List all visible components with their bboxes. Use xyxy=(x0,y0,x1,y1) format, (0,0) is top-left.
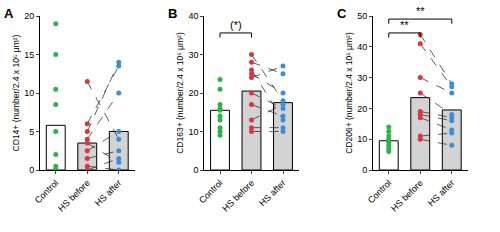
svg-text:20: 20 xyxy=(188,88,198,98)
svg-text:20: 20 xyxy=(24,11,34,21)
svg-text:40: 40 xyxy=(357,42,367,52)
svg-text:50: 50 xyxy=(357,11,367,21)
svg-text:HS after: HS after xyxy=(257,178,287,208)
svg-text:15: 15 xyxy=(24,50,34,60)
svg-text:10: 10 xyxy=(24,88,34,98)
svg-text:20: 20 xyxy=(357,104,367,114)
svg-text:**: ** xyxy=(400,19,409,31)
svg-text:Control: Control xyxy=(33,178,61,206)
svg-text:HS before: HS before xyxy=(56,178,92,214)
svg-text:0: 0 xyxy=(29,165,34,175)
svg-text:Control: Control xyxy=(197,178,225,206)
svg-text:HS before: HS before xyxy=(220,178,256,214)
svg-text:10: 10 xyxy=(188,127,198,137)
svg-text:A: A xyxy=(4,6,14,21)
svg-text:CD14+ (number/2.4 x 10⁵ μm²): CD14+ (number/2.4 x 10⁵ μm²) xyxy=(11,34,21,151)
svg-text:HS after: HS after xyxy=(426,178,456,208)
svg-text:HS before: HS before xyxy=(389,178,425,214)
svg-text:CD206+ (number/2.4 x 10⁵ μm²): CD206+ (number/2.4 x 10⁵ μm²) xyxy=(344,32,354,154)
svg-text:(*): (*) xyxy=(230,19,242,31)
svg-text:5: 5 xyxy=(29,127,34,137)
svg-text:40: 40 xyxy=(188,11,198,21)
svg-text:C: C xyxy=(337,6,347,21)
svg-text:**: ** xyxy=(416,5,425,17)
svg-text:10: 10 xyxy=(357,134,367,144)
svg-text:30: 30 xyxy=(188,50,198,60)
svg-text:30: 30 xyxy=(357,73,367,83)
svg-text:0: 0 xyxy=(193,165,198,175)
svg-text:0: 0 xyxy=(362,165,367,175)
svg-text:B: B xyxy=(168,6,177,21)
svg-text:CD163+ (number/2.4 x 10⁵ μm²): CD163+ (number/2.4 x 10⁵ μm²) xyxy=(175,32,185,154)
svg-text:HS after: HS after xyxy=(93,178,123,208)
svg-text:Control: Control xyxy=(366,178,394,206)
